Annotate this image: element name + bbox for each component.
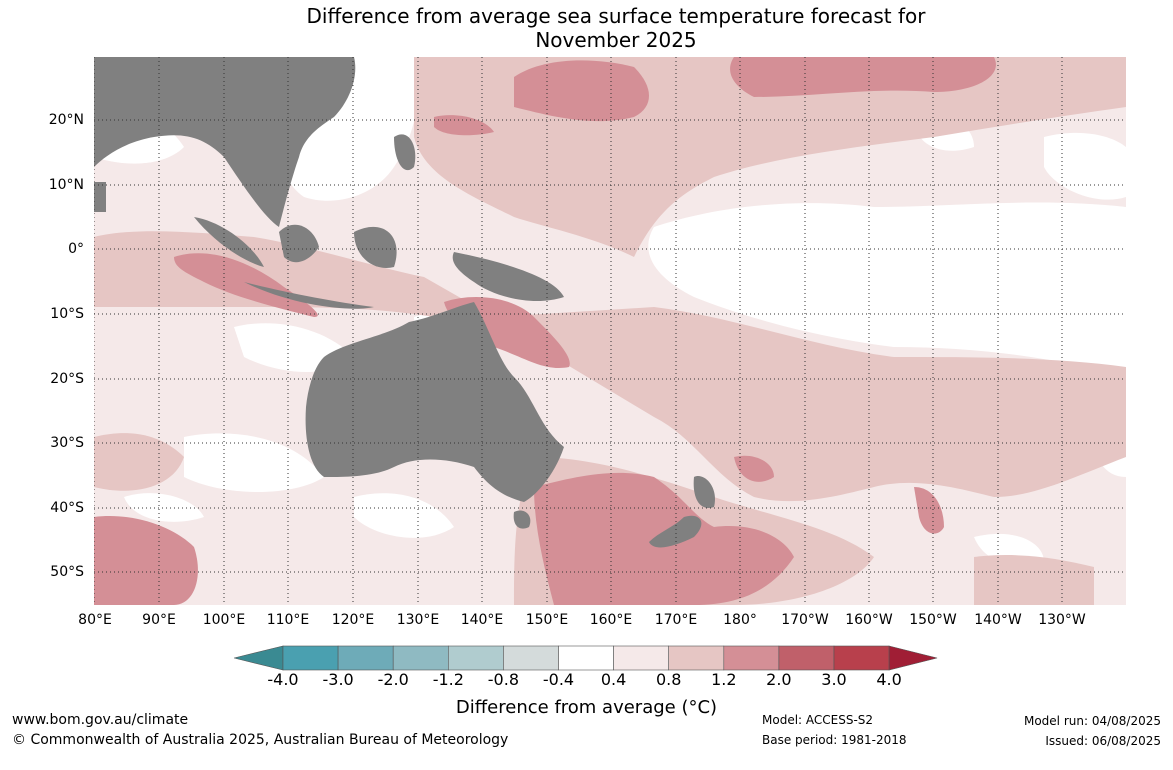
lon-label-180: 180° (723, 612, 757, 628)
colorbar-tick-label: 0.4 (600, 670, 627, 689)
colorbar-cell (337, 645, 394, 671)
colorbar-extend-low (234, 645, 284, 671)
colorbar-extend-high (888, 645, 938, 671)
lon-label-150e: 150°E (525, 612, 569, 628)
colorbar (234, 645, 938, 671)
lat-label-20n: 20°N (48, 112, 84, 128)
colorbar-tick-label: 2.0 (766, 670, 792, 689)
lat-label-10s: 10°S (50, 306, 84, 322)
colorbar-tick-label: -0.8 (487, 670, 519, 689)
colorbar-tick-label: -0.4 (542, 670, 575, 689)
colorbar-cell (613, 645, 670, 671)
model-run-date: Model run: 04/08/2025 (1023, 714, 1161, 728)
lat-label-50s: 50°S (50, 564, 84, 580)
sst-anomaly-map (94, 57, 1126, 605)
colorbar-cell (448, 645, 504, 671)
colorbar-tick-label: -1.2 (432, 670, 464, 689)
chart-title: Difference from average sea surface temp… (0, 4, 1173, 52)
lat-label-40s: 40°S (50, 500, 84, 516)
colorbar-tick-label: 1.2 (711, 670, 737, 689)
lon-label-80e: 80°E (78, 612, 112, 628)
land-masses (94, 57, 715, 548)
lat-label-30s: 30°S (50, 435, 84, 451)
lon-label-130w: 130°W (1038, 612, 1086, 628)
lon-label-160w: 160°W (845, 612, 893, 628)
base-period: Base period: 1981-2018 (762, 733, 907, 747)
colorbar-cell (503, 645, 559, 671)
lon-label-150w: 150°W (909, 612, 957, 628)
colorbar-tick-label: 3.0 (821, 670, 847, 689)
title-line-1: Difference from average sea surface temp… (306, 4, 926, 28)
issued-date: Issued: 06/08/2025 (1045, 734, 1161, 748)
colorbar-cell (392, 645, 449, 671)
lon-label-160e: 160°E (589, 612, 633, 628)
lat-label-0: 0° (68, 241, 84, 257)
lon-label-140e: 140°E (460, 612, 504, 628)
map-svg (94, 57, 1126, 605)
colorbar-cell (833, 645, 890, 671)
lon-label-170w: 170°W (781, 612, 829, 628)
copyright: © Commonwealth of Australia 2025, Austra… (12, 732, 509, 748)
lon-label-110e: 110°E (266, 612, 310, 628)
colorbar-cell (723, 645, 780, 671)
lon-label-100e: 100°E (202, 612, 246, 628)
lon-label-170e: 170°E (654, 612, 698, 628)
graticule (94, 57, 1126, 605)
colorbar-cell (778, 645, 835, 671)
lon-label-120e: 120°E (331, 612, 375, 628)
colorbar-title: Difference from average (°C) (455, 697, 718, 718)
model-name: Model: ACCESS-S2 (762, 713, 874, 727)
colorbar-cell (668, 645, 725, 671)
lat-label-10n: 10°N (48, 177, 84, 193)
lon-label-90e: 90°E (142, 612, 176, 628)
colorbar-cell (282, 645, 339, 671)
lat-label-20s: 20°S (50, 371, 84, 387)
source-url: www.bom.gov.au/climate (12, 712, 189, 728)
lon-label-140w: 140°W (974, 612, 1022, 628)
colorbar-tick-label: 0.8 (655, 670, 682, 689)
colorbar-tick-label: 4.0 (876, 670, 902, 689)
colorbar-tick-label: -4.0 (267, 670, 299, 689)
colorbar-tick-label: -3.0 (322, 670, 354, 689)
lon-label-130e: 130°E (396, 612, 440, 628)
colorbar-cell (558, 645, 614, 671)
colorbar-tick-label: -2.0 (377, 670, 409, 689)
title-line-2: November 2025 (535, 28, 697, 52)
